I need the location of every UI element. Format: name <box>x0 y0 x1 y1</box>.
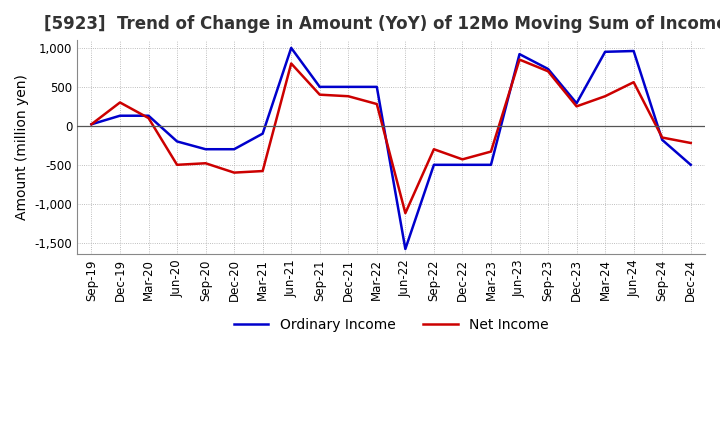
Net Income <box>458 157 467 162</box>
Title: [5923]  Trend of Change in Amount (YoY) of 12Mo Moving Sum of Incomes: [5923] Trend of Change in Amount (YoY) o… <box>45 15 720 33</box>
Net Income <box>629 80 638 85</box>
Ordinary Income <box>600 49 609 55</box>
Ordinary Income <box>144 113 153 118</box>
Net Income <box>202 161 210 166</box>
Net Income <box>144 115 153 121</box>
Ordinary Income <box>516 51 524 57</box>
Ordinary Income <box>629 48 638 54</box>
Net Income <box>315 92 324 97</box>
Ordinary Income <box>686 162 695 168</box>
Ordinary Income <box>401 246 410 252</box>
Net Income <box>287 61 295 66</box>
Net Income <box>372 101 381 106</box>
Net Income <box>230 170 238 175</box>
Net Income <box>658 135 667 140</box>
Net Income <box>401 210 410 216</box>
Net Income <box>572 104 581 109</box>
Ordinary Income <box>287 45 295 51</box>
Ordinary Income <box>230 147 238 152</box>
Net Income <box>686 140 695 146</box>
Legend: Ordinary Income, Net Income: Ordinary Income, Net Income <box>228 312 554 337</box>
Net Income <box>173 162 181 168</box>
Ordinary Income <box>344 84 353 89</box>
Ordinary Income <box>658 137 667 143</box>
Net Income <box>430 147 438 152</box>
Ordinary Income <box>116 113 125 118</box>
Net Income <box>487 149 495 154</box>
Ordinary Income <box>544 66 552 72</box>
Net Income <box>516 57 524 62</box>
Ordinary Income <box>173 139 181 144</box>
Net Income <box>116 100 125 105</box>
Line: Ordinary Income: Ordinary Income <box>91 48 690 249</box>
Ordinary Income <box>487 162 495 168</box>
Net Income <box>344 94 353 99</box>
Net Income <box>258 169 267 174</box>
Net Income <box>544 69 552 74</box>
Ordinary Income <box>572 101 581 106</box>
Ordinary Income <box>458 162 467 168</box>
Ordinary Income <box>87 121 96 127</box>
Net Income <box>87 121 96 127</box>
Ordinary Income <box>202 147 210 152</box>
Line: Net Income: Net Income <box>91 59 690 213</box>
Ordinary Income <box>430 162 438 168</box>
Y-axis label: Amount (million yen): Amount (million yen) <box>15 74 29 220</box>
Ordinary Income <box>372 84 381 89</box>
Ordinary Income <box>315 84 324 89</box>
Ordinary Income <box>258 131 267 136</box>
Net Income <box>600 94 609 99</box>
